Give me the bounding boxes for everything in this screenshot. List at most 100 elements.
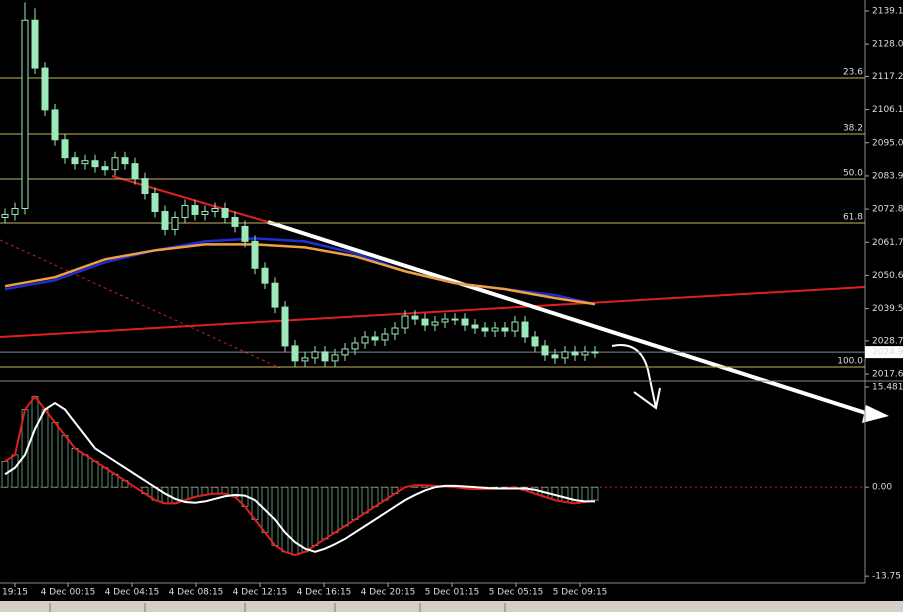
fib-label: 100.0 [837, 357, 863, 367]
x-tick-label: 4 Dec 20:15 [361, 588, 416, 598]
candle-body [391, 327, 399, 335]
candle-body [431, 321, 439, 326]
x-tick-label: 5 Dec 05:15 [489, 588, 544, 598]
resistance-line [111, 175, 269, 223]
y-tick-label: 2061.70 [872, 238, 903, 248]
candle-body [131, 163, 139, 180]
candle-body [21, 19, 29, 209]
y-tick-label: 0.00 [872, 483, 892, 493]
candle-body [451, 318, 459, 321]
y-tick-label: 2039.50 [872, 304, 903, 314]
y-tick-label: -13.75 [872, 572, 901, 582]
x-tick-label: 5 Dec 01:15 [425, 588, 480, 598]
candle-body [381, 333, 389, 341]
y-tick-label: 2106.10 [872, 105, 903, 115]
candle-body [61, 139, 69, 159]
candle-body [141, 178, 149, 195]
candle-body [181, 205, 189, 218]
candle-body [121, 157, 129, 165]
candle-body [111, 157, 119, 171]
candle-body [501, 327, 509, 332]
y-tick-label: 2050.60 [872, 271, 903, 281]
candle-body [161, 210, 169, 230]
current-price-label: 2024.93 [872, 348, 903, 358]
tab-bar [0, 601, 903, 612]
candle-body [551, 354, 559, 359]
candle-body [251, 240, 259, 269]
annotations [0, 175, 889, 423]
candle-body [51, 109, 59, 141]
candle-body [471, 324, 479, 329]
drawn-arrow-head [633, 387, 661, 410]
candle-body [351, 342, 359, 350]
x-tick-label: 5 Dec 09:15 [553, 588, 608, 598]
candle-body [211, 207, 219, 212]
y-tick-label: 2117.20 [872, 72, 903, 82]
y-tick-label: 2128.00 [872, 40, 903, 50]
y-tick-label: 2017.60 [872, 370, 903, 380]
candle-body [241, 225, 249, 242]
candle-body [591, 351, 599, 354]
x-tick-label: 4 Dec 00:15 [41, 588, 96, 598]
candle-body [511, 321, 519, 332]
candle-body [71, 157, 79, 165]
candle-body [221, 207, 229, 218]
drawn-arrow [611, 344, 657, 409]
candle-body [301, 357, 309, 362]
candle-body [531, 336, 539, 347]
candle-body [411, 315, 419, 320]
candle-body [561, 351, 569, 359]
y-tick-label: 2072.80 [872, 205, 903, 215]
candle-body [491, 327, 499, 332]
y-tick-label: 2083.90 [872, 171, 903, 181]
fib-label: 50.0 [843, 169, 863, 179]
candle-body [481, 327, 489, 332]
moving-average [4, 243, 596, 306]
x-tick-label: 4 Dec 04:15 [105, 588, 160, 598]
current-price-box [865, 346, 903, 359]
candle-body [11, 207, 19, 215]
candle-body [31, 19, 39, 69]
candle-body [311, 351, 319, 359]
candle-body [331, 354, 339, 362]
candle-body [441, 318, 449, 323]
candle-body [201, 210, 209, 215]
candle-body [191, 205, 199, 215]
candle-body [371, 336, 379, 341]
candle-body [231, 216, 239, 227]
candle-body [541, 345, 549, 356]
candle-body [171, 216, 179, 230]
candle-body [101, 166, 109, 171]
fib-label: 61.8 [843, 213, 863, 223]
y-tick-label: 2139.10 [872, 6, 903, 16]
fib-label: 38.2 [843, 124, 863, 134]
indicator-line [4, 401, 595, 553]
y-tick-label: 15.481 [872, 383, 903, 393]
y-tick-label: 2095.00 [872, 138, 903, 148]
x-tick-label: 4 Dec 08:15 [169, 588, 224, 598]
candle-body [1, 213, 9, 218]
candle-body [361, 336, 369, 344]
x-tick-label: 19:15 [2, 588, 28, 598]
candle-body [521, 321, 529, 338]
trend-arrow [267, 220, 873, 417]
x-tick-label: 4 Dec 12:15 [233, 588, 288, 598]
candle-body [261, 267, 269, 284]
candle-body [401, 315, 409, 329]
candle-body [421, 318, 429, 326]
candle-body [341, 348, 349, 356]
y-tick-label: 2028.70 [872, 336, 903, 346]
candle-body [571, 351, 579, 356]
candle-body [81, 160, 89, 165]
candle-body [291, 345, 299, 362]
candle-body [41, 67, 49, 111]
candle-body [151, 193, 159, 212]
candle-body [321, 351, 329, 362]
candle-body [281, 306, 289, 347]
fib-label: 23.6 [843, 68, 863, 78]
support-line [0, 286, 866, 338]
candle-body [461, 318, 469, 326]
arrow-head [862, 405, 889, 423]
